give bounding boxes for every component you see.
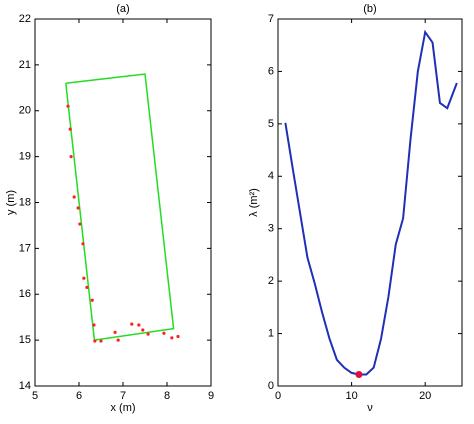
y-tick-label: 2 bbox=[268, 275, 274, 287]
y-tick-label: 6 bbox=[268, 65, 274, 77]
outline bbox=[65, 73, 175, 341]
point bbox=[99, 339, 103, 343]
point bbox=[72, 195, 76, 199]
plot-frame bbox=[34, 18, 212, 387]
y-tick-label: 21 bbox=[19, 59, 31, 71]
x-axis-label: ν bbox=[367, 402, 373, 414]
x-tick-label: 7 bbox=[120, 390, 126, 402]
point bbox=[90, 298, 94, 302]
y-tick-label: 5 bbox=[268, 118, 274, 130]
line bbox=[284, 29, 458, 376]
x-tick-label: 8 bbox=[164, 390, 170, 402]
y-tick-label: 0 bbox=[268, 380, 274, 392]
y-tick-label: 19 bbox=[19, 151, 31, 163]
y-tick-label: 3 bbox=[268, 223, 274, 235]
point bbox=[176, 334, 180, 339]
x-tick-label: 10 bbox=[345, 390, 357, 402]
point bbox=[162, 331, 166, 335]
chart-title: (b) bbox=[363, 3, 376, 15]
point bbox=[82, 276, 86, 280]
point bbox=[146, 332, 150, 336]
y-tick-label: 7 bbox=[268, 13, 274, 25]
x-tick-label: 9 bbox=[208, 390, 214, 402]
point bbox=[68, 127, 72, 131]
point bbox=[78, 222, 82, 226]
y-tick-label: 16 bbox=[19, 288, 31, 300]
x-tick-label: 0 bbox=[275, 390, 281, 402]
highlight-point bbox=[355, 370, 363, 378]
point bbox=[85, 285, 89, 289]
point bbox=[69, 155, 73, 159]
y-tick-label: 1 bbox=[268, 327, 274, 339]
point bbox=[141, 328, 145, 332]
y-axis-label: y (m) bbox=[5, 190, 17, 215]
point bbox=[92, 323, 96, 327]
x-tick-label: 5 bbox=[32, 390, 38, 402]
point bbox=[93, 339, 97, 343]
point bbox=[81, 242, 85, 246]
x-tick-label: 6 bbox=[76, 390, 82, 402]
point bbox=[76, 206, 80, 210]
x-axis-label: x (m) bbox=[110, 402, 135, 414]
plot-frame bbox=[277, 18, 463, 387]
y-tick-label: 17 bbox=[19, 242, 31, 254]
y-tick-label: 4 bbox=[268, 170, 274, 182]
point bbox=[137, 323, 141, 327]
point bbox=[170, 336, 174, 340]
y-tick-label: 18 bbox=[19, 196, 31, 208]
x-tick-label: 20 bbox=[419, 390, 431, 402]
y-tick-label: 15 bbox=[19, 334, 31, 346]
point bbox=[113, 330, 117, 334]
y-axis-label: λ (m²) bbox=[248, 188, 260, 217]
y-tick-label: 22 bbox=[19, 13, 31, 25]
chart-title: (a) bbox=[116, 3, 129, 15]
point bbox=[116, 338, 120, 342]
point bbox=[130, 322, 134, 326]
y-tick-label: 14 bbox=[19, 380, 31, 392]
point bbox=[66, 104, 70, 108]
y-tick-label: 20 bbox=[19, 105, 31, 117]
